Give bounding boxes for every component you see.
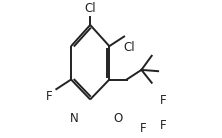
Text: N: N [69, 112, 78, 125]
Text: Cl: Cl [123, 41, 135, 54]
Text: F: F [160, 94, 166, 107]
Text: O: O [113, 112, 123, 125]
Text: F: F [160, 119, 166, 132]
Text: Cl: Cl [84, 2, 96, 15]
Text: F: F [140, 122, 147, 136]
Text: F: F [46, 90, 53, 103]
